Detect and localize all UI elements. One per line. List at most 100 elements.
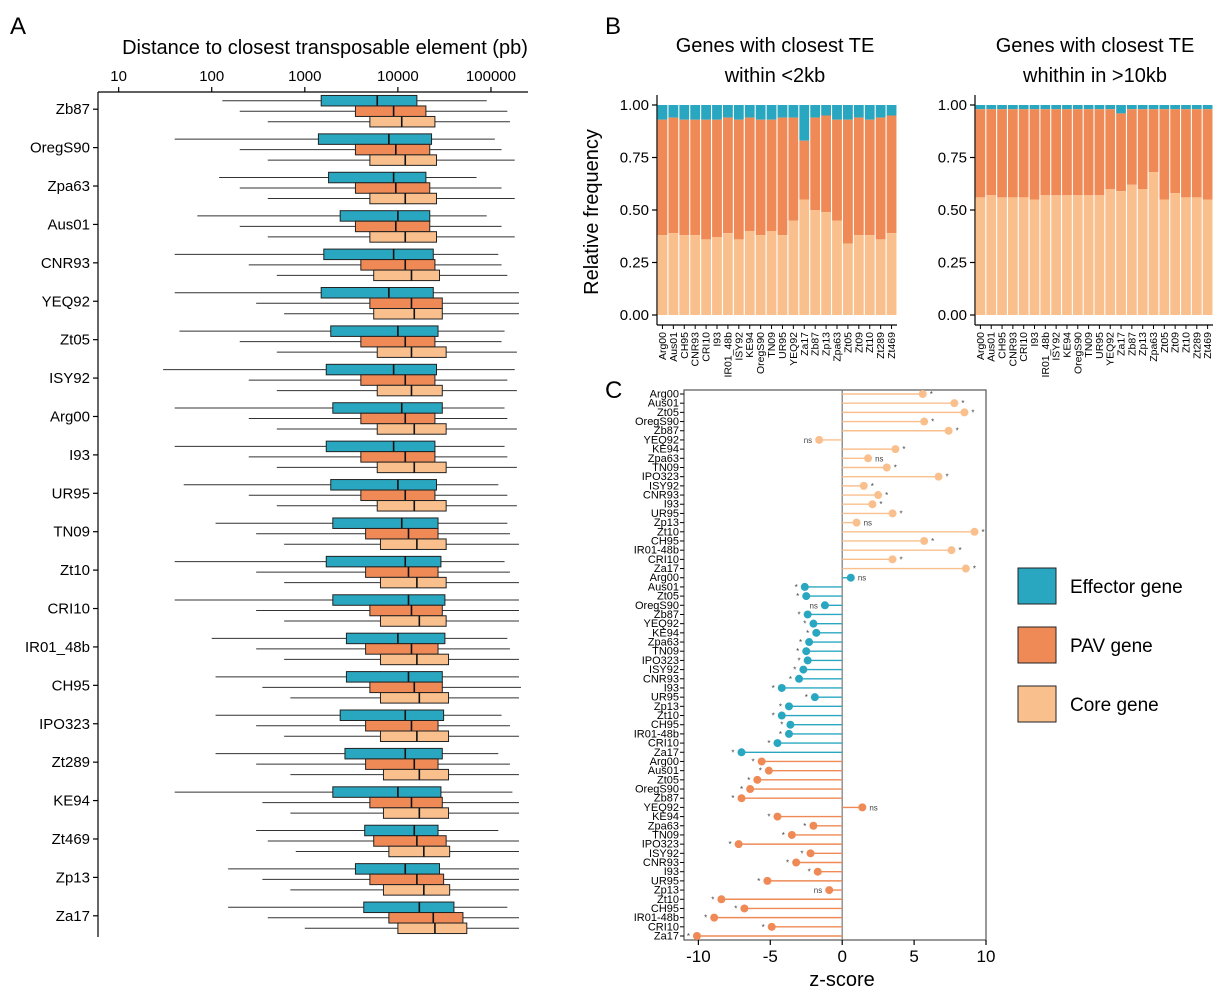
lollipop-point bbox=[882, 463, 891, 472]
significance-label: ns bbox=[875, 454, 883, 463]
panel-b-category-label: CRI10 bbox=[701, 332, 713, 362]
stacked-bar-core bbox=[886, 233, 897, 315]
panel-b-category-label: Zpa63 bbox=[832, 332, 844, 362]
panel-c-category-label: Aus01 bbox=[648, 765, 679, 777]
significance-label: * bbox=[902, 445, 905, 454]
panel-c-category-label: Aus01 bbox=[648, 581, 679, 593]
significance-label: ns bbox=[804, 436, 812, 445]
stacked-bar-core bbox=[744, 231, 755, 315]
significance-label: * bbox=[780, 721, 783, 730]
lollipop-point bbox=[734, 840, 743, 849]
boxplot-box bbox=[354, 220, 431, 233]
significance-label: * bbox=[729, 840, 732, 849]
stacked-bar-pav bbox=[1083, 109, 1094, 196]
lollipop-point bbox=[864, 454, 873, 463]
stacked-bar-core bbox=[668, 233, 679, 315]
significance-label: * bbox=[704, 914, 707, 923]
stacked-bar-effector bbox=[712, 105, 722, 120]
boxplot-box bbox=[360, 335, 436, 348]
panel-b-category-label: CNR93 bbox=[1007, 332, 1019, 367]
panel-c-category-label: Zb87 bbox=[654, 609, 679, 621]
stacked-bar-effector bbox=[701, 105, 711, 120]
boxplot-box bbox=[325, 440, 436, 453]
stacked-bar-pav bbox=[788, 117, 799, 221]
stacked-bar-core bbox=[1007, 197, 1018, 315]
boxplot-box bbox=[317, 133, 433, 145]
lollipop-point bbox=[746, 785, 755, 794]
panel-a-category-label: Zt05 bbox=[60, 332, 90, 349]
panel-b-category-label: Arg00 bbox=[975, 332, 987, 360]
lollipop-point bbox=[799, 665, 808, 674]
stacked-bar-core bbox=[810, 210, 821, 315]
boxplot-box bbox=[379, 730, 450, 742]
stacked-bar-effector bbox=[1051, 105, 1062, 110]
stacked-bar-effector bbox=[832, 105, 842, 120]
panel-a-category-label: Zt10 bbox=[60, 562, 90, 579]
lollipop-point bbox=[737, 748, 746, 757]
boxplot-box bbox=[354, 143, 431, 156]
panel-c-category-label: CNR93 bbox=[643, 673, 679, 685]
significance-label: ns bbox=[809, 601, 817, 610]
significance-label: * bbox=[779, 702, 782, 711]
panel-b-y-tick-label: 0.75 bbox=[938, 150, 967, 167]
panel-c-category-label: Zt05 bbox=[657, 774, 679, 786]
stacked-bar-pav bbox=[1105, 109, 1116, 189]
lollipop-point bbox=[803, 656, 812, 665]
panel-c-category-label: I93 bbox=[664, 866, 679, 878]
boxplot-box bbox=[345, 671, 443, 683]
stacked-bar-core bbox=[1181, 197, 1191, 315]
panel-b-category-label: Zt10 bbox=[1180, 332, 1192, 353]
stacked-bar-core bbox=[701, 239, 711, 315]
stacked-bar-pav bbox=[712, 119, 722, 238]
panel-c-x-tick-label: -10 bbox=[686, 947, 711, 966]
panel-c-category-label: IR01-48b bbox=[634, 912, 679, 924]
stacked-bar-pav bbox=[766, 119, 777, 231]
panel-label-c: C bbox=[605, 377, 622, 404]
lollipop-point bbox=[950, 399, 959, 408]
panel-b-category-label: Za17 bbox=[799, 332, 811, 356]
lollipop-point bbox=[777, 711, 786, 720]
panel-b-category-label: CH95 bbox=[997, 332, 1009, 359]
stacked-bar-core bbox=[1094, 195, 1105, 315]
lollipop-point bbox=[802, 647, 811, 656]
stacked-bar-effector bbox=[788, 105, 799, 118]
boxplot-box bbox=[379, 692, 450, 704]
stacked-bar-effector bbox=[1181, 105, 1191, 110]
boxplot-box bbox=[379, 538, 447, 550]
stacked-bar-effector bbox=[766, 105, 777, 120]
boxplot-box bbox=[364, 824, 439, 837]
stacked-bar-pav bbox=[744, 117, 755, 231]
stacked-bar-core bbox=[755, 235, 766, 315]
panel-b-y-tick-label: 0.00 bbox=[938, 307, 967, 324]
panel-c-x-tick-label: 0 bbox=[837, 947, 846, 966]
boxplot-box bbox=[354, 863, 441, 875]
lollipop-point bbox=[920, 417, 929, 426]
boxplot-box bbox=[369, 873, 445, 886]
lollipop-point bbox=[740, 904, 749, 913]
panel-c-x-tick-label: -5 bbox=[763, 947, 778, 966]
boxplot-box bbox=[360, 451, 436, 463]
stacked-bar-effector bbox=[679, 105, 690, 120]
panel-c-category-label: UR95 bbox=[651, 508, 679, 520]
boxplot-box bbox=[332, 402, 443, 414]
panel-a-category-label: Zt469 bbox=[52, 831, 90, 848]
panel-c-category-label: Zt10 bbox=[657, 710, 679, 722]
stacked-bar-pav bbox=[843, 119, 853, 244]
panel-c-category-label: TN09 bbox=[652, 462, 679, 474]
stacked-bar-effector bbox=[1083, 105, 1094, 110]
stacked-bar-effector bbox=[777, 105, 788, 118]
stacked-bar-pav bbox=[821, 115, 831, 213]
panel-a-category-label: UR95 bbox=[52, 485, 90, 502]
panel-c-category-label: CNR93 bbox=[643, 857, 679, 869]
significance-label: * bbox=[798, 656, 801, 665]
boxplot-box bbox=[344, 747, 443, 760]
stacked-bar-pav bbox=[1181, 109, 1191, 198]
significance-label: * bbox=[779, 730, 782, 739]
panel-c-category-label: Arg00 bbox=[650, 389, 679, 401]
stacked-bar-core bbox=[1072, 195, 1083, 315]
panel-a-x-tick-label: 10 bbox=[110, 68, 127, 85]
stacked-bar-pav bbox=[810, 117, 821, 210]
boxplot-box bbox=[360, 374, 436, 386]
panel-c-category-label: KE94 bbox=[652, 627, 679, 639]
stacked-bar-pav bbox=[657, 119, 668, 236]
